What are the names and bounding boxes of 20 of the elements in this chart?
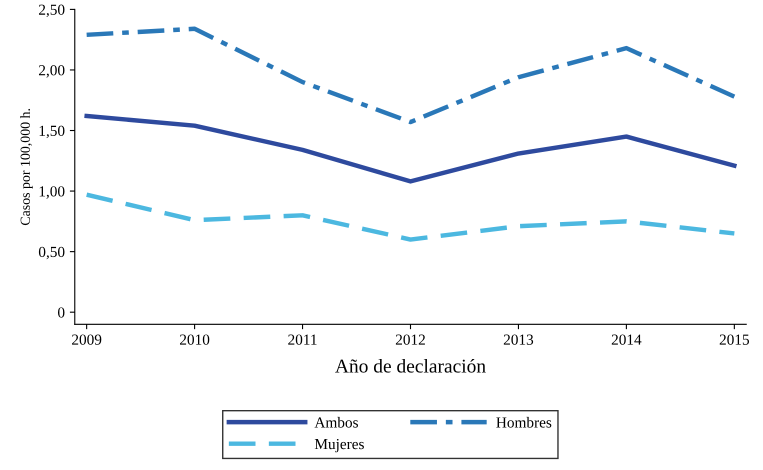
line-series xyxy=(84,114,737,184)
legend-label: Mujeres xyxy=(314,438,364,452)
x-tick-label: 2011 xyxy=(288,334,317,345)
y-tick-label: 0,50 xyxy=(38,246,64,260)
x-tick-label: 2015 xyxy=(720,334,750,345)
x-tick-label: 2012 xyxy=(396,334,425,345)
y-tick-label: 2,00 xyxy=(38,65,64,78)
legend-label: Hombres xyxy=(496,416,552,428)
x-axis-title: Año de declaración xyxy=(335,358,486,373)
legend-label: Ambos xyxy=(314,416,358,428)
y-axis-title: Casos por 100,000 h. xyxy=(20,108,33,226)
y-tick-label: 1,50 xyxy=(40,126,64,138)
y-tick-label: 1,00 xyxy=(40,186,64,199)
line-series xyxy=(84,192,737,242)
y-tick-label: 0 xyxy=(58,307,64,318)
x-tick-label: 2010 xyxy=(180,334,210,345)
x-tick-label: 2013 xyxy=(504,334,534,345)
y-tick-label: 2,50 xyxy=(38,4,64,18)
x-tick-label: 2009 xyxy=(72,334,102,345)
x-tick-label: 2014 xyxy=(612,334,642,345)
